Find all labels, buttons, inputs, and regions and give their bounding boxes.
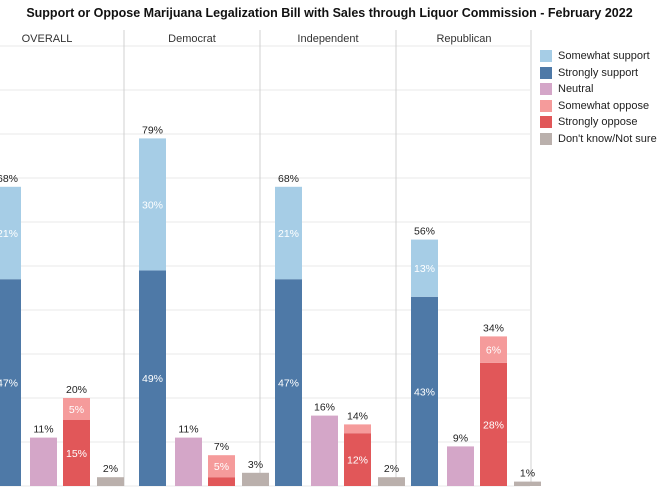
bar-total-label: 16% <box>314 402 335 414</box>
bar-segment-somewhat-support <box>411 239 438 297</box>
segment-label: 5% <box>214 461 229 473</box>
segment-label: 47% <box>0 378 18 390</box>
legend-label: Strongly support <box>558 66 639 79</box>
segment-label: 5% <box>69 404 84 416</box>
legend-label: Strongly oppose <box>558 116 638 129</box>
bar-total-label: 20% <box>66 384 87 396</box>
legend-swatch <box>540 83 552 96</box>
legend-label: Neutral <box>558 83 594 96</box>
bar-segment-strongly-support <box>411 296 438 486</box>
bar-segment-strongly-support <box>275 279 302 486</box>
bar-total-label: 7% <box>214 441 229 453</box>
segment-label: 47% <box>278 378 299 390</box>
bar-total-label: 1% <box>520 468 535 480</box>
legend-swatch <box>540 132 552 145</box>
legend-item-strongly-oppose: Strongly oppose <box>540 114 657 131</box>
bar-segment-somewhat-oppose <box>344 424 371 434</box>
bar-segment-somewhat-support <box>275 186 302 280</box>
bar-total-label: 2% <box>384 463 399 475</box>
bar-total-label: 3% <box>248 459 263 471</box>
legend-swatch <box>540 99 552 112</box>
segment-label: 49% <box>142 373 163 385</box>
bar-segment-neutral <box>311 415 338 486</box>
bar-segment-strongly-support <box>0 279 21 486</box>
segment-label: 21% <box>0 228 18 240</box>
bar-total-label: 11% <box>33 424 53 436</box>
bar-total-label: 68% <box>0 173 18 185</box>
legend-label: Somewhat oppose <box>558 99 650 112</box>
bar-segment-somewhat-oppose <box>63 398 90 420</box>
bar-segment-somewhat-support <box>0 186 21 280</box>
panel-header-republican: Republican <box>436 33 491 45</box>
segment-label: 13% <box>414 263 435 275</box>
bar-total-label: 11% <box>178 424 198 436</box>
bar-segment-somewhat-support <box>139 138 166 271</box>
legend-swatch <box>540 116 552 129</box>
bar-total-label: 56% <box>414 226 435 238</box>
segment-label: 15% <box>66 448 87 460</box>
bar-segment-strongly-oppose <box>480 362 507 486</box>
bar-total-label: 9% <box>453 432 468 444</box>
bar-total-label: 34% <box>483 322 504 334</box>
bar-segment-strongly-oppose <box>63 420 90 486</box>
bar-segment-neutral <box>175 437 202 486</box>
segment-label: 21% <box>278 228 299 240</box>
segment-label: 12% <box>347 455 368 467</box>
bar-segment-strongly-support <box>139 270 166 486</box>
bar-total-label: 14% <box>347 410 368 422</box>
bar-segment-strongly-oppose <box>344 433 371 486</box>
legend-item-somewhat-support: Somewhat support <box>540 48 657 65</box>
bar-segment-don-t-know-not-sure <box>242 472 269 486</box>
panel-header-overall: OVERALL <box>22 33 73 45</box>
bar-segment-don-t-know-not-sure <box>514 481 541 486</box>
panel-header-democrat: Democrat <box>168 33 216 45</box>
legend-item-strongly-support: Strongly support <box>540 65 657 82</box>
segment-label: 30% <box>142 199 163 211</box>
segment-label: 43% <box>414 386 435 398</box>
legend-item-somewhat-oppose: Somewhat oppose <box>540 98 657 115</box>
legend-item-don-t-know-not-sure: Don't know/Not sure <box>540 131 657 148</box>
bar-total-label: 68% <box>278 173 299 185</box>
bar-segment-strongly-oppose <box>208 477 235 486</box>
legend-item-neutral: Neutral <box>540 81 657 98</box>
bar-segment-don-t-know-not-sure <box>97 477 124 486</box>
legend-swatch <box>540 66 552 79</box>
legend-swatch <box>540 50 552 63</box>
bar-segment-neutral <box>447 446 474 486</box>
chart-title: Support or Oppose Marijuana Legalization… <box>26 6 633 20</box>
bar-segment-don-t-know-not-sure <box>378 477 405 486</box>
legend-label: Don't know/Not sure <box>558 132 657 145</box>
legend-label: Somewhat support <box>558 50 650 63</box>
bar-segment-somewhat-oppose <box>480 336 507 363</box>
bar-total-label: 79% <box>142 124 163 136</box>
segment-label: 6% <box>486 345 501 357</box>
segment-label: 28% <box>483 419 504 431</box>
panel-header-independent: Independent <box>297 33 358 45</box>
bar-segment-neutral <box>30 437 57 486</box>
legend: Somewhat support Strongly support Neutral S… <box>540 48 657 147</box>
bar-segment-somewhat-oppose <box>208 455 235 478</box>
bar-total-label: 2% <box>103 463 118 475</box>
